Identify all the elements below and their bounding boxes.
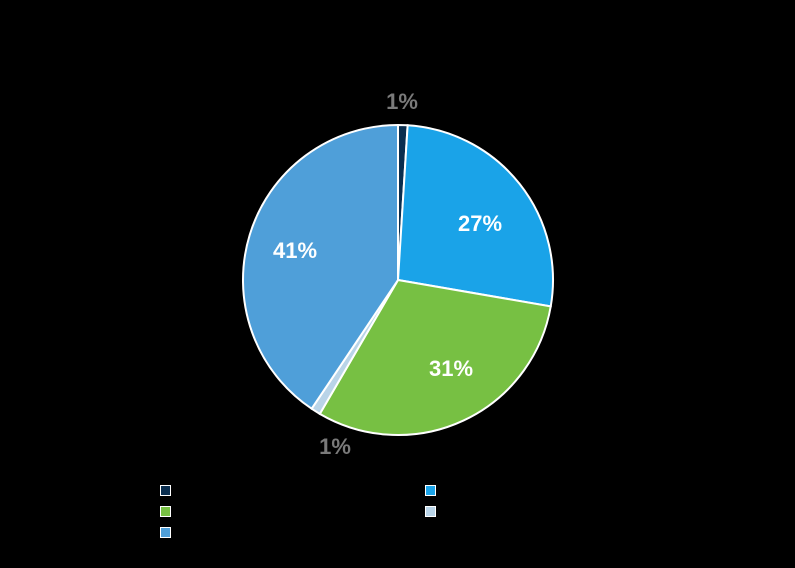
legend-item-3 — [160, 506, 395, 517]
legend-item-2 — [425, 485, 660, 496]
pie-slice-s2 — [398, 125, 553, 306]
legend-item-5 — [160, 527, 395, 538]
legend — [160, 485, 660, 538]
legend-marker-3 — [160, 506, 171, 517]
legend-marker-2 — [425, 485, 436, 496]
pie-chart-container: 1% 27% 31% 1% 41% — [0, 0, 795, 568]
legend-marker-1 — [160, 485, 171, 496]
legend-marker-5 — [160, 527, 171, 538]
pie-chart-svg — [0, 0, 795, 568]
legend-marker-4 — [425, 506, 436, 517]
legend-item-1 — [160, 485, 395, 496]
legend-item-4 — [425, 506, 660, 517]
